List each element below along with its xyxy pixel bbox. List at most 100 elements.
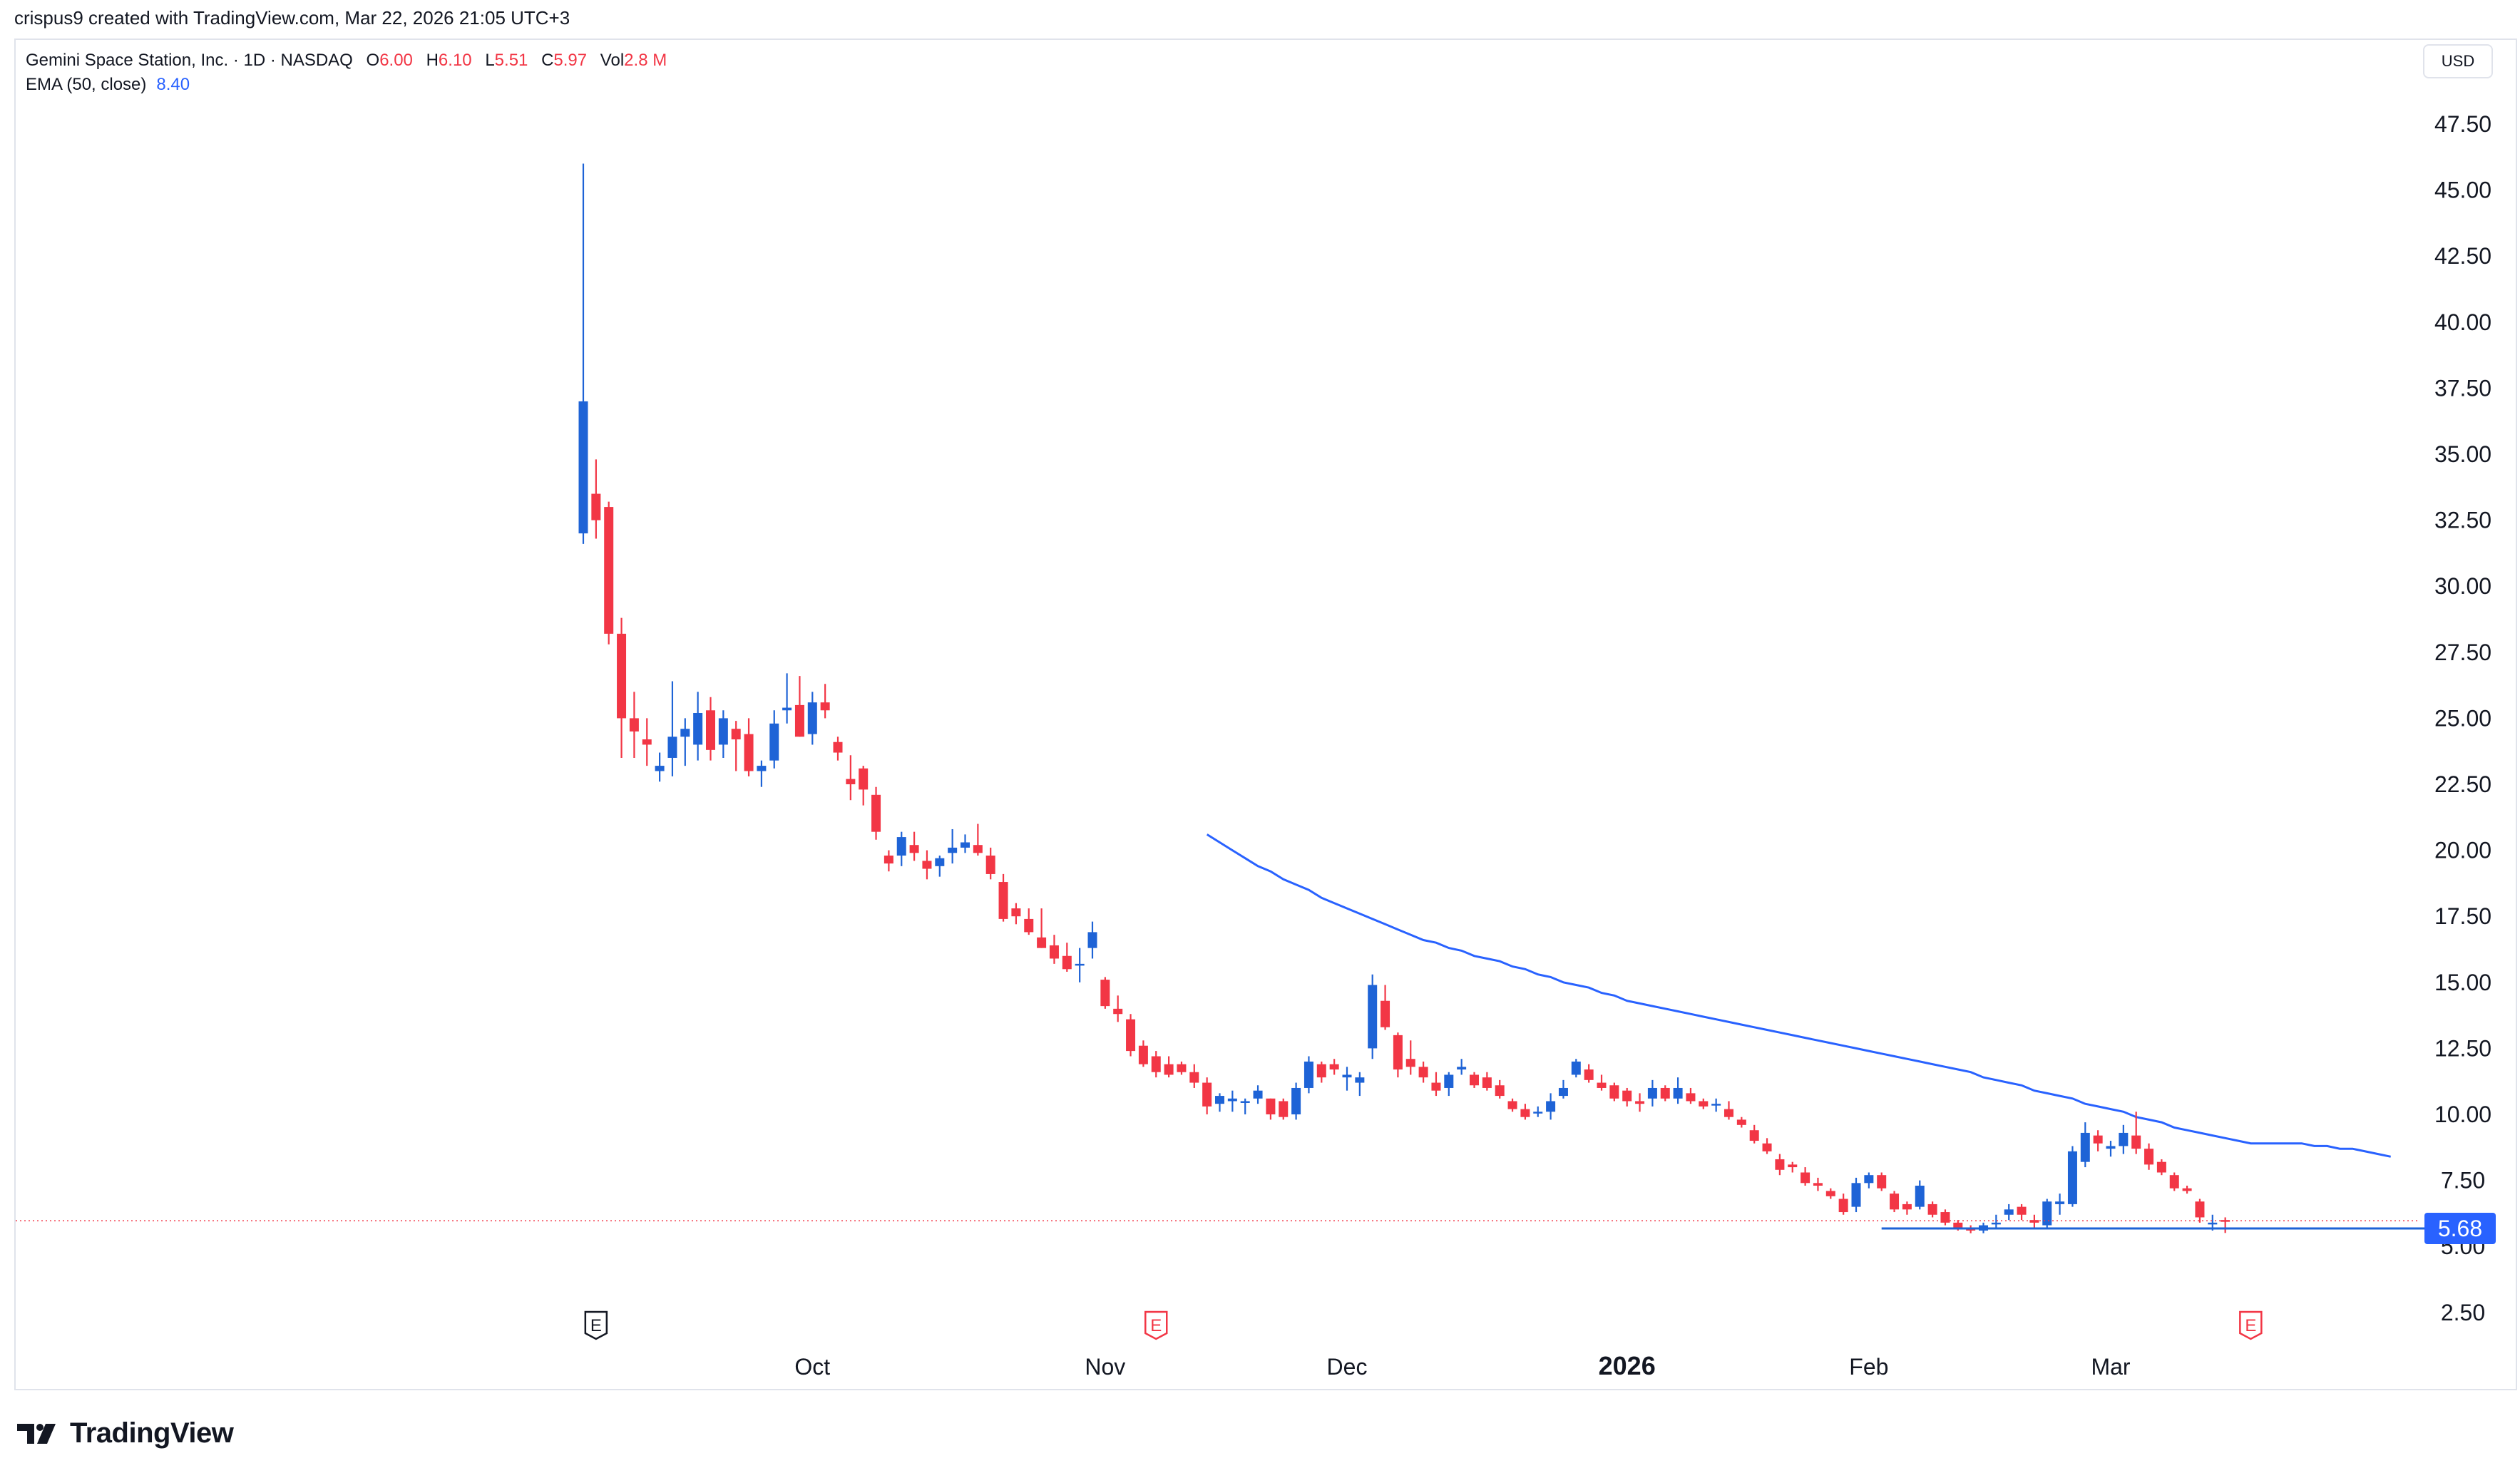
candle	[794, 676, 804, 737]
candle	[629, 692, 639, 758]
candle-body	[1736, 1119, 1746, 1125]
candle	[1062, 943, 1072, 972]
candle	[1801, 1167, 1810, 1186]
candle	[1775, 1154, 1785, 1176]
price-lines	[16, 1220, 2424, 1230]
candle	[667, 681, 677, 776]
candle	[1915, 1180, 1925, 1210]
price-tick-label: 10.00	[2434, 1102, 2491, 1127]
candle	[1087, 921, 1097, 959]
candle	[1164, 1056, 1174, 1078]
candle-body	[2156, 1161, 2166, 1173]
candle-body	[617, 633, 627, 719]
earnings-marker[interactable]: E	[2239, 1310, 2263, 1340]
candle	[1890, 1191, 1900, 1213]
candle	[1788, 1161, 1798, 1173]
candle	[1825, 1188, 1835, 1199]
tradingview-logo[interactable]: TradingView	[16, 1417, 234, 1449]
candle	[820, 684, 830, 719]
candle	[1202, 1077, 1212, 1114]
candle-body	[1457, 1067, 1467, 1070]
candle	[1227, 1090, 1237, 1112]
last-price-badge	[2424, 1213, 2496, 1245]
earnings-marker[interactable]: E	[1144, 1310, 1168, 1340]
candle-body	[985, 856, 995, 874]
candle	[1902, 1201, 1912, 1215]
candle	[1266, 1098, 1276, 1120]
candle-body	[1877, 1175, 1887, 1189]
candle-body	[1113, 1008, 1123, 1015]
candle-body	[1660, 1087, 1670, 1099]
candle	[2029, 1214, 2039, 1228]
candle	[1673, 1077, 1683, 1104]
price-tick-label: 37.50	[2434, 375, 2491, 401]
candle	[1240, 1098, 1250, 1114]
candle-body	[1915, 1186, 1925, 1207]
price-axis[interactable]: 47.50 45.00 42.50 40.00 37.50 35.00 32.50 30.00…	[2434, 111, 2491, 1325]
candle-body	[961, 842, 970, 848]
currency-selector[interactable]: USD	[2423, 44, 2493, 78]
candle-body	[2182, 1188, 2192, 1191]
candle-body	[578, 401, 588, 534]
candle-body	[1533, 1112, 1543, 1114]
candle-body	[706, 710, 715, 750]
candle	[1049, 935, 1059, 964]
candle-body	[1890, 1194, 1900, 1210]
candle-body	[2131, 1135, 2141, 1149]
candle-body	[1711, 1104, 1721, 1106]
time-axis[interactable]: Oct Nov Dec 2026 Feb Mar	[794, 1351, 2130, 1380]
candle	[1075, 948, 1085, 982]
symbol-row[interactable]: Gemini Space Station, Inc. · 1D · NASDAQ…	[26, 48, 667, 73]
candle-body	[2221, 1220, 2230, 1222]
candle	[1113, 995, 1123, 1022]
candle	[1215, 1093, 1224, 1112]
candle	[985, 847, 995, 880]
ema-label: EMA (50, close)	[26, 75, 147, 94]
candle-body	[1775, 1159, 1785, 1170]
candle	[922, 850, 932, 880]
candle-body	[1011, 908, 1021, 917]
price-tick-label: 20.00	[2434, 838, 2491, 863]
ema-row[interactable]: EMA (50, close) 8.40	[26, 73, 667, 97]
price-tick-label: 47.50	[2434, 111, 2491, 137]
candle-body	[680, 729, 690, 737]
candle-body	[1927, 1203, 1937, 1215]
candle	[1037, 908, 1047, 948]
svg-text:E: E	[2245, 1316, 2256, 1335]
candle	[2119, 1124, 2129, 1154]
candle	[2042, 1199, 2052, 1228]
candle	[1622, 1087, 1632, 1107]
candle	[1316, 1061, 1326, 1083]
candle	[833, 736, 843, 761]
time-tick-label: Nov	[1085, 1354, 1125, 1380]
candle-body	[1686, 1093, 1696, 1102]
candle	[1813, 1177, 1823, 1191]
candle	[617, 617, 627, 758]
candle	[807, 692, 817, 745]
candle-body	[2144, 1149, 2154, 1165]
candle-body	[1151, 1056, 1161, 1072]
candle	[896, 831, 906, 866]
candle-body	[973, 845, 983, 853]
candle	[1507, 1098, 1517, 1112]
candle	[769, 710, 779, 769]
candle-body	[1609, 1085, 1619, 1099]
candle	[1647, 1079, 1657, 1107]
candle	[1418, 1061, 1428, 1083]
candle-body	[1215, 1096, 1224, 1104]
price-tick-label: 27.50	[2434, 640, 2491, 665]
earnings-marker[interactable]: E	[584, 1310, 608, 1340]
candle-body	[1520, 1109, 1530, 1117]
candle	[1444, 1072, 1454, 1097]
candle	[2055, 1194, 2065, 1215]
price-tick-label: 2.50	[2441, 1300, 2485, 1325]
candle-body	[782, 707, 792, 711]
candle	[718, 710, 728, 758]
ema-layer	[1206, 833, 2392, 1158]
candle	[998, 873, 1008, 922]
candle	[1291, 1082, 1301, 1120]
candle	[1495, 1079, 1505, 1099]
volume-value: 2.8 M	[624, 51, 667, 70]
price-tick-label: 25.00	[2434, 705, 2491, 731]
